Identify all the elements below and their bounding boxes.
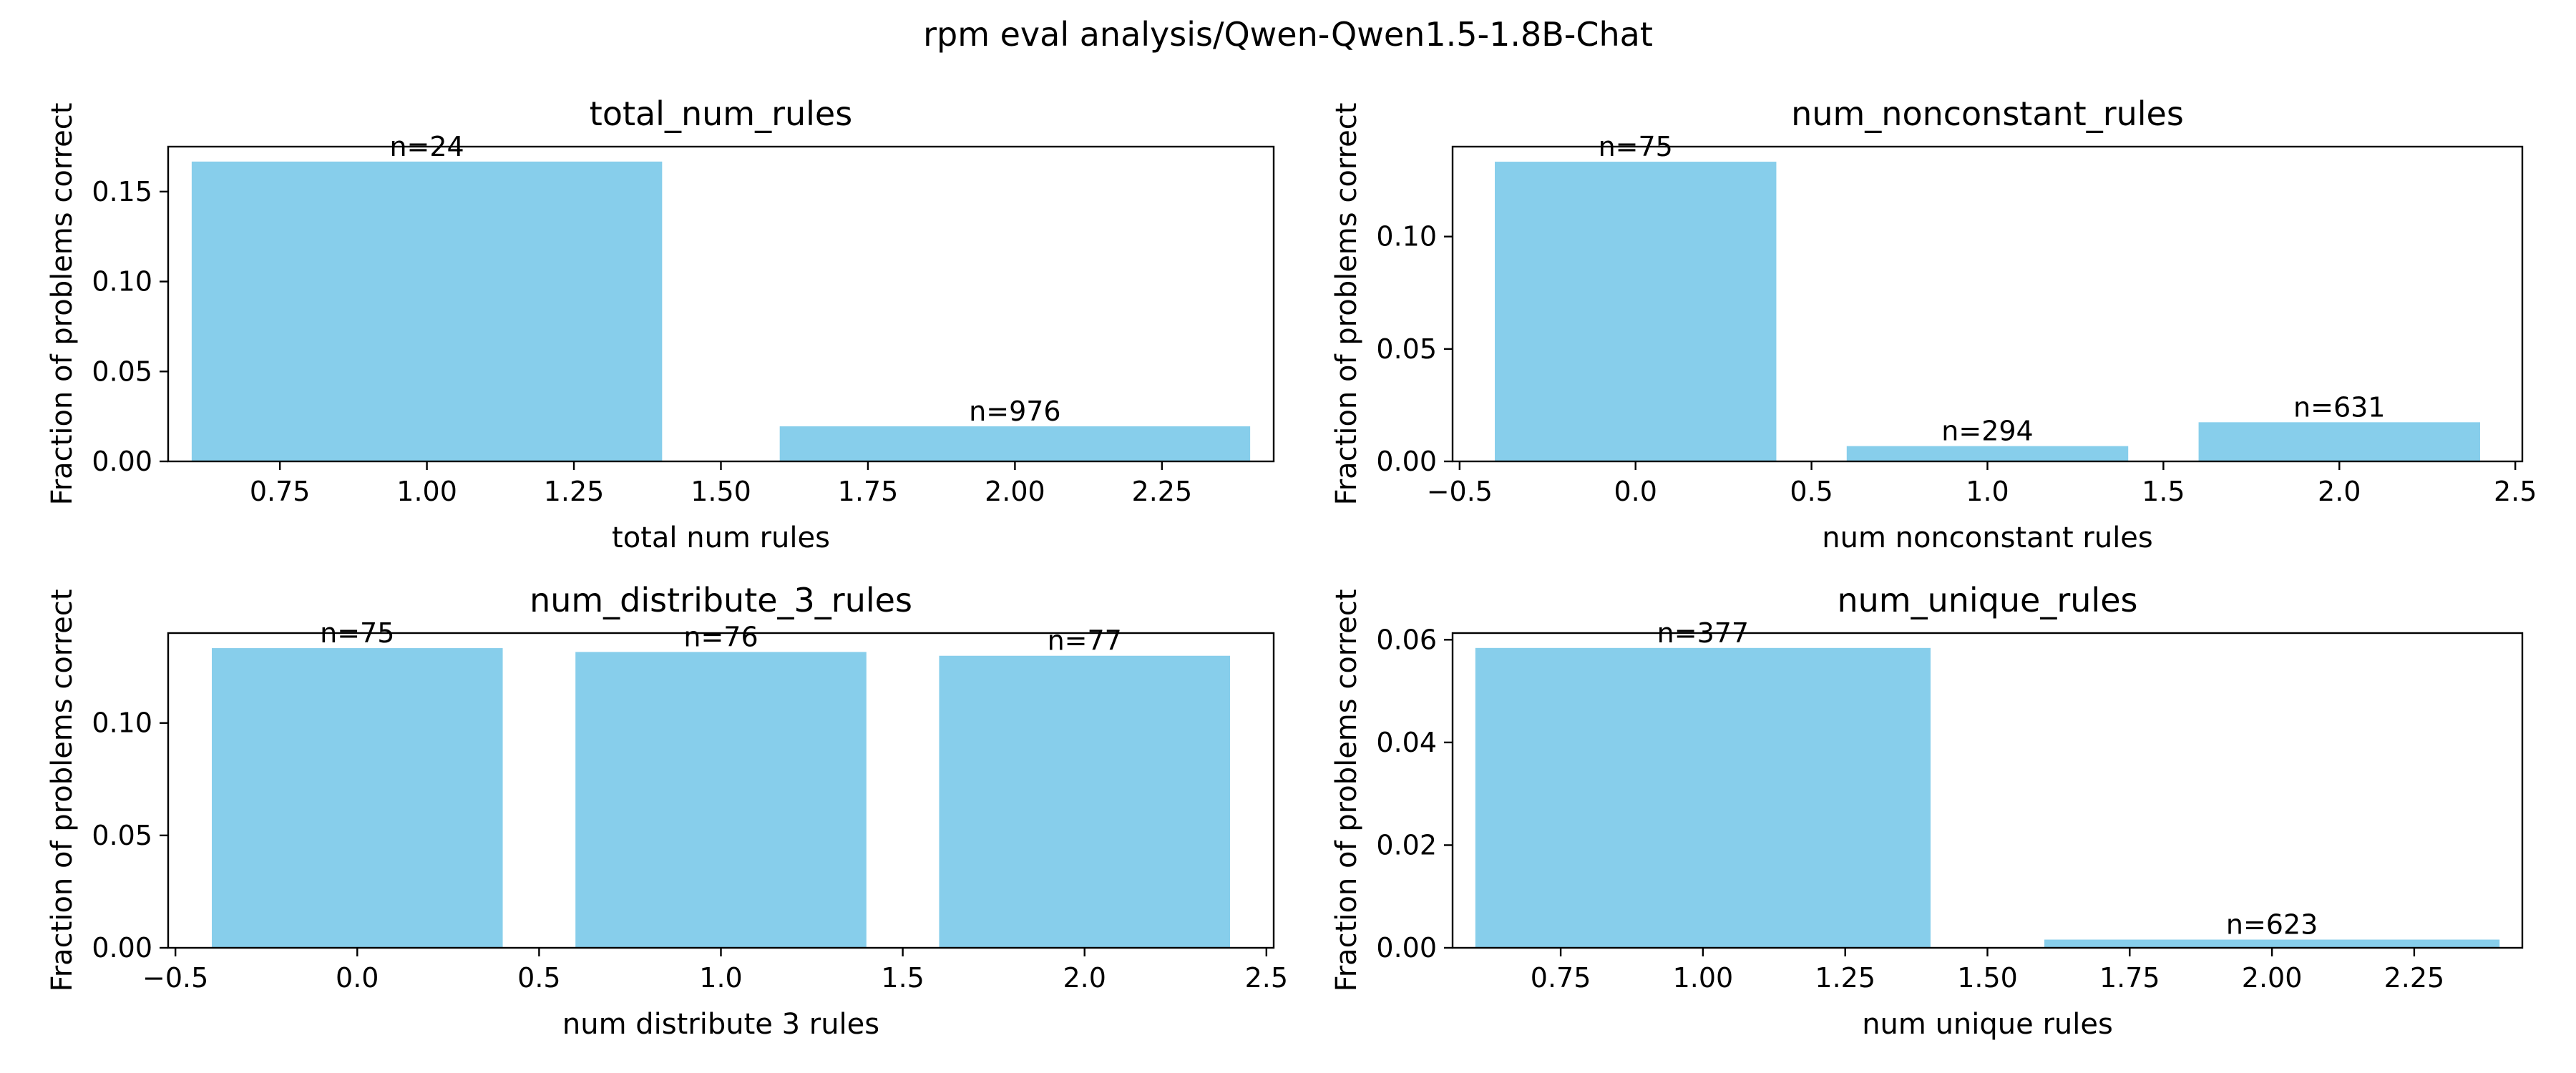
bar-label: n=294 xyxy=(1941,416,2033,447)
bar xyxy=(939,655,1231,948)
x-tick-label: 0.75 xyxy=(1531,962,1591,994)
x-tick-label: 1.00 xyxy=(396,476,457,507)
y-tick-label: 0.10 xyxy=(92,266,152,298)
x-tick-label: 0.0 xyxy=(1614,476,1657,507)
x-tick-label: 2.5 xyxy=(1245,962,1288,994)
y-tick-label: 0.00 xyxy=(92,446,152,477)
x-axis-label: num distribute 3 rules xyxy=(562,1008,879,1041)
panel-title: num_unique_rules xyxy=(1838,581,2138,619)
panel-title: num_distribute_3_rules xyxy=(530,581,912,619)
y-tick-label: 0.05 xyxy=(92,820,152,851)
y-tick-label: 0.06 xyxy=(1376,624,1437,655)
bar xyxy=(779,426,1251,461)
y-tick-label: 0.00 xyxy=(1376,446,1437,477)
bar xyxy=(1495,162,1777,462)
x-tick-label: 1.25 xyxy=(544,476,605,507)
y-tick-label: 0.04 xyxy=(1376,727,1437,758)
panel-num-distribute-3-rules: n=75 n=76 n=77−0.5 0.0 0.5 1.0 1.5 2.0 2.50.000.… xyxy=(46,581,1288,1041)
x-tick-label: 0.0 xyxy=(336,962,379,994)
y-axis-label: Fraction of problems correct xyxy=(46,103,79,506)
bar xyxy=(1475,647,1931,948)
x-tick-label: 1.50 xyxy=(691,476,751,507)
x-axis-label: num unique rules xyxy=(1862,1008,2113,1041)
x-tick-label: 2.25 xyxy=(1132,476,1193,507)
x-tick-label: 1.75 xyxy=(838,476,899,507)
x-tick-label: 1.5 xyxy=(881,962,924,994)
bar-label: n=631 xyxy=(2293,391,2385,423)
x-tick-label: 0.5 xyxy=(517,962,560,994)
bar xyxy=(1846,446,2129,461)
y-tick-label: 0.15 xyxy=(92,176,152,207)
y-tick-label: 0.10 xyxy=(92,707,152,739)
x-tick-label: 1.50 xyxy=(1957,962,2018,994)
bar xyxy=(2198,422,2480,461)
bar-label: n=76 xyxy=(683,621,758,652)
y-tick-label: 0.00 xyxy=(1376,932,1437,964)
y-tick-label: 0.05 xyxy=(1376,333,1437,365)
bar xyxy=(575,652,867,948)
x-tick-label: 1.0 xyxy=(1966,476,2009,507)
x-tick-label: 1.00 xyxy=(1673,962,1734,994)
x-tick-label: 2.00 xyxy=(985,476,1045,507)
y-tick-label: 0.05 xyxy=(92,356,152,387)
panel-title: total_num_rules xyxy=(590,94,852,133)
panel-title: num_nonconstant_rules xyxy=(1791,94,2184,133)
x-tick-label: 2.0 xyxy=(2318,476,2361,507)
y-axis-label: Fraction of problems correct xyxy=(46,589,79,992)
bar xyxy=(2044,939,2500,948)
x-tick-label: 1.5 xyxy=(2142,476,2185,507)
bar-label: n=976 xyxy=(969,396,1060,427)
bar-label: n=77 xyxy=(1048,625,1122,657)
x-tick-label: 1.75 xyxy=(2099,962,2160,994)
y-tick-label: 0.10 xyxy=(1376,221,1437,253)
y-axis-label: Fraction of problems correct xyxy=(1330,103,1363,506)
x-tick-label: 2.25 xyxy=(2384,962,2445,994)
x-tick-label: −0.5 xyxy=(142,962,208,994)
y-tick-label: 0.00 xyxy=(92,932,152,964)
x-tick-label: 2.00 xyxy=(2242,962,2303,994)
y-axis-label: Fraction of problems correct xyxy=(1330,589,1363,992)
bar xyxy=(191,161,663,461)
x-tick-label: −0.5 xyxy=(1427,476,1493,507)
x-tick-label: 1.25 xyxy=(1815,962,1875,994)
x-tick-label: 2.0 xyxy=(1063,962,1106,994)
y-tick-label: 0.02 xyxy=(1376,829,1437,861)
x-axis-label: num nonconstant rules xyxy=(1822,521,2153,554)
bar xyxy=(211,648,503,948)
x-tick-label: 1.0 xyxy=(699,962,742,994)
x-tick-label: 0.75 xyxy=(250,476,311,507)
figure-title: rpm eval analysis/Qwen-Qwen1.5-1.8B-Chat xyxy=(923,15,1653,54)
bar-label: n=623 xyxy=(2226,909,2318,941)
x-axis-label: total num rules xyxy=(612,521,830,554)
x-tick-label: 0.5 xyxy=(1790,476,1833,507)
x-tick-label: 2.5 xyxy=(2494,476,2537,507)
